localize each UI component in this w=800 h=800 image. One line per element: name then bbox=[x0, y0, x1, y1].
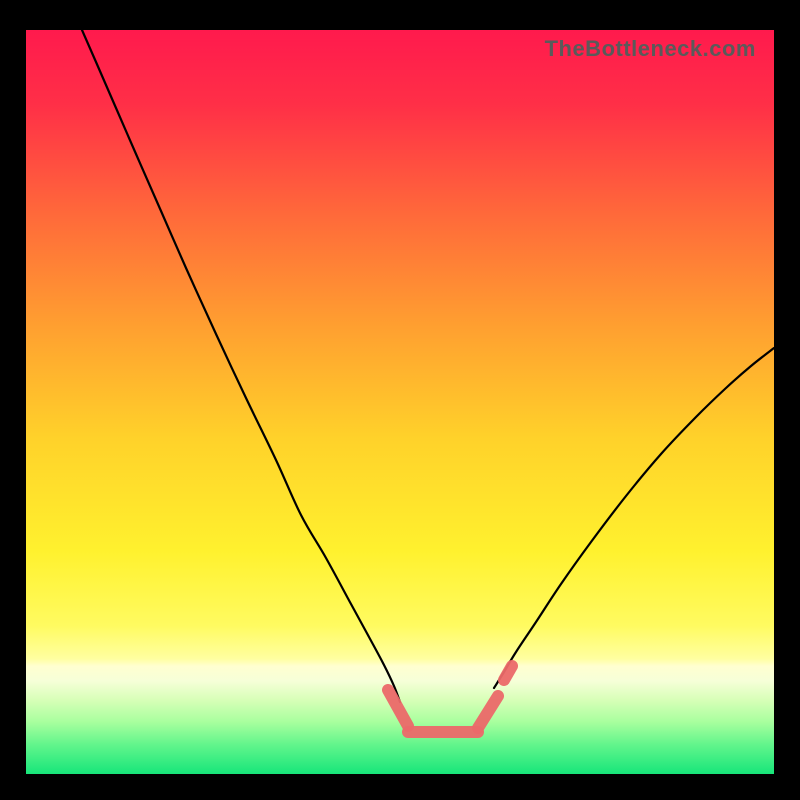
chart-frame: TheBottleneck.com bbox=[0, 0, 800, 800]
left-curve bbox=[82, 30, 400, 702]
right-curve bbox=[494, 348, 774, 688]
seg-right-asc bbox=[478, 696, 498, 728]
seg-right-dot bbox=[504, 666, 512, 680]
curve-layer bbox=[26, 30, 774, 774]
plot-area: TheBottleneck.com bbox=[26, 30, 774, 774]
watermark-text: TheBottleneck.com bbox=[545, 36, 756, 62]
